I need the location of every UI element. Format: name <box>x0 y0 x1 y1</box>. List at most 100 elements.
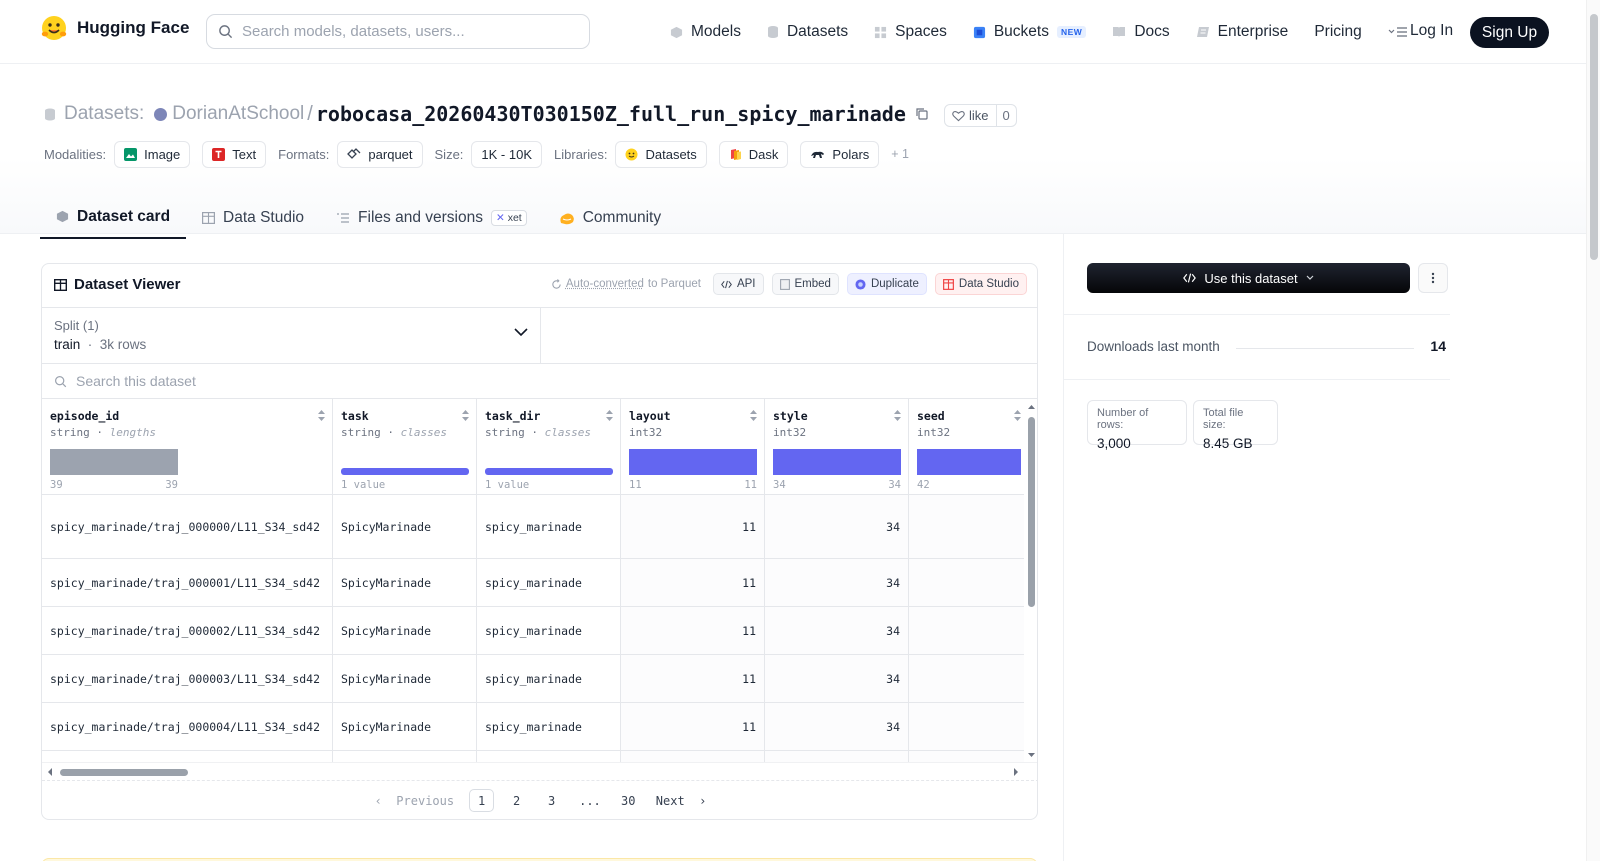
table-cell[interactable]: spicy_marinade <box>477 495 620 559</box>
page-2-button[interactable]: 2 <box>504 789 529 812</box>
table-cell[interactable] <box>909 559 1024 607</box>
table-cell[interactable]: spicy_marinade/traj_000003/L11_S34_sd42 <box>42 655 332 703</box>
histogram-bar[interactable] <box>50 449 178 475</box>
table-vertical-scroll-thumb[interactable] <box>1028 417 1035 607</box>
dataset-search[interactable] <box>42 363 1037 399</box>
page-scroll-thumb[interactable] <box>1590 14 1598 260</box>
table-cell[interactable] <box>909 607 1024 655</box>
column-header[interactable]: task_dir string · classes 1 value <box>477 399 620 495</box>
tab-community[interactable]: Community <box>543 196 677 239</box>
table-cell[interactable]: 34 <box>765 703 908 751</box>
duplicate-button[interactable]: Duplicate <box>847 273 927 295</box>
histogram-bar[interactable] <box>629 449 757 475</box>
table-cell[interactable]: 34 <box>765 655 908 703</box>
nav-enterprise[interactable]: Enterprise <box>1196 23 1289 41</box>
global-search[interactable] <box>206 14 590 49</box>
use-this-dataset-button[interactable]: Use this dataset <box>1087 263 1410 293</box>
tab-dataset-card[interactable]: Dataset card <box>40 196 186 239</box>
table-cell[interactable]: spicy_marinade <box>477 655 620 703</box>
modality-text-tag[interactable]: Text <box>202 141 266 168</box>
scroll-down-icon[interactable] <box>1024 750 1038 760</box>
table-cell[interactable]: 11 <box>621 703 764 751</box>
histogram-bar[interactable] <box>773 449 901 475</box>
sort-icon[interactable] <box>1013 409 1022 422</box>
sort-icon[interactable] <box>749 409 758 422</box>
table-cell[interactable]: SpicyMarinade <box>333 703 476 751</box>
table-cell[interactable]: spicy_marinade/traj_000000/L11_S34_sd42 <box>42 495 332 559</box>
page-3-button[interactable]: 3 <box>539 789 564 812</box>
sort-icon[interactable] <box>893 409 902 422</box>
repo-name[interactable]: robocasa_20260430T030150Z_full_run_spicy… <box>316 102 906 126</box>
table-cell[interactable] <box>909 495 1024 559</box>
split-selector[interactable]: Split (1) train · 3k rows <box>42 307 541 363</box>
nav-spaces[interactable]: Spaces <box>874 23 947 41</box>
scroll-left-icon[interactable] <box>45 766 55 778</box>
next-page-button[interactable]: Next › <box>651 789 712 812</box>
sort-icon[interactable] <box>605 409 614 422</box>
library-dask-tag[interactable]: Dask <box>719 141 789 168</box>
scroll-right-icon[interactable] <box>1011 766 1021 778</box>
previous-page-button[interactable]: ‹ Previous <box>370 789 459 812</box>
column-header[interactable]: layout int32 11 11 <box>621 399 764 495</box>
tab-data-studio[interactable]: Data Studio <box>186 196 320 239</box>
table-cell[interactable]: 11 <box>621 495 764 559</box>
table-cell[interactable]: 11 <box>621 559 764 607</box>
page-1-button[interactable]: 1 <box>469 789 494 812</box>
more-options-button[interactable] <box>1418 263 1448 293</box>
table-horizontal-scroll-thumb[interactable] <box>60 769 188 776</box>
table-vertical-scrollbar[interactable] <box>1024 399 1038 762</box>
table-cell[interactable]: 34 <box>765 607 908 655</box>
nav-pricing[interactable]: Pricing <box>1314 23 1361 41</box>
modality-image-tag[interactable]: Image <box>114 141 190 168</box>
data-studio-button[interactable]: Data Studio <box>935 273 1027 295</box>
table-cell[interactable]: 34 <box>765 495 908 559</box>
table-cell[interactable]: spicy_marinade <box>477 559 620 607</box>
table-cell[interactable]: SpicyMarinade <box>333 559 476 607</box>
brand-link[interactable]: Hugging Face <box>40 14 189 42</box>
nav-docs[interactable]: Docs <box>1112 23 1169 41</box>
repo-owner[interactable]: DorianAtSchool <box>154 103 304 125</box>
table-cell[interactable]: SpicyMarinade <box>333 495 476 559</box>
page-scrollbar[interactable] <box>1586 0 1600 861</box>
sort-icon[interactable] <box>461 409 470 422</box>
table-cell[interactable] <box>909 655 1024 703</box>
column-header[interactable]: seed int32 42 <box>909 399 1024 495</box>
login-link[interactable]: Log In <box>1410 22 1453 40</box>
class-distribution-bar[interactable] <box>341 468 469 475</box>
nav-more-menu[interactable] <box>1388 26 1408 38</box>
nav-datasets[interactable]: Datasets <box>767 23 848 41</box>
embed-button[interactable]: Embed <box>772 273 839 295</box>
more-libraries[interactable]: + 1 <box>891 147 909 161</box>
histogram-bar[interactable] <box>917 449 1021 475</box>
like-button[interactable]: like 0 <box>944 104 1017 127</box>
sort-icon[interactable] <box>317 409 326 422</box>
repo-type-label[interactable]: Datasets: <box>64 103 144 125</box>
table-horizontal-scrollbar[interactable] <box>42 762 1038 780</box>
size-tag[interactable]: 1K - 10K <box>471 141 542 168</box>
table-cell[interactable]: SpicyMarinade <box>333 607 476 655</box>
copy-icon[interactable] <box>915 107 929 121</box>
api-button[interactable]: API <box>713 273 764 295</box>
library-polars-tag[interactable]: Polars <box>800 141 879 168</box>
table-cell[interactable]: spicy_marinade <box>477 703 620 751</box>
class-distribution-bar[interactable] <box>485 468 613 475</box>
page-30-button[interactable]: 30 <box>616 789 641 812</box>
nav-models[interactable]: Models <box>670 23 741 41</box>
table-cell[interactable]: spicy_marinade/traj_000004/L11_S34_sd42 <box>42 703 332 751</box>
signup-button[interactable]: Sign Up <box>1470 17 1549 48</box>
tab-files-and-versions[interactable]: Files and versions ✕ xet <box>320 196 543 239</box>
auto-converted-link[interactable]: Auto-converted <box>566 278 644 290</box>
table-cell[interactable] <box>909 703 1024 751</box>
table-cell[interactable]: spicy_marinade/traj_000001/L11_S34_sd42 <box>42 559 332 607</box>
column-header[interactable]: style int32 34 34 <box>765 399 908 495</box>
column-header[interactable]: task string · classes 1 value <box>333 399 476 495</box>
table-cell[interactable]: 11 <box>621 655 764 703</box>
column-header[interactable]: episode_id string · lengths 39 39 <box>42 399 332 495</box>
table-cell[interactable]: 11 <box>621 607 764 655</box>
library-datasets-tag[interactable]: Datasets <box>615 141 706 168</box>
table-cell[interactable]: 34 <box>765 559 908 607</box>
global-search-input[interactable] <box>242 23 572 40</box>
scroll-up-icon[interactable] <box>1024 402 1038 412</box>
format-tag[interactable]: parquet <box>337 141 422 168</box>
nav-buckets[interactable]: Buckets NEW <box>973 23 1086 41</box>
